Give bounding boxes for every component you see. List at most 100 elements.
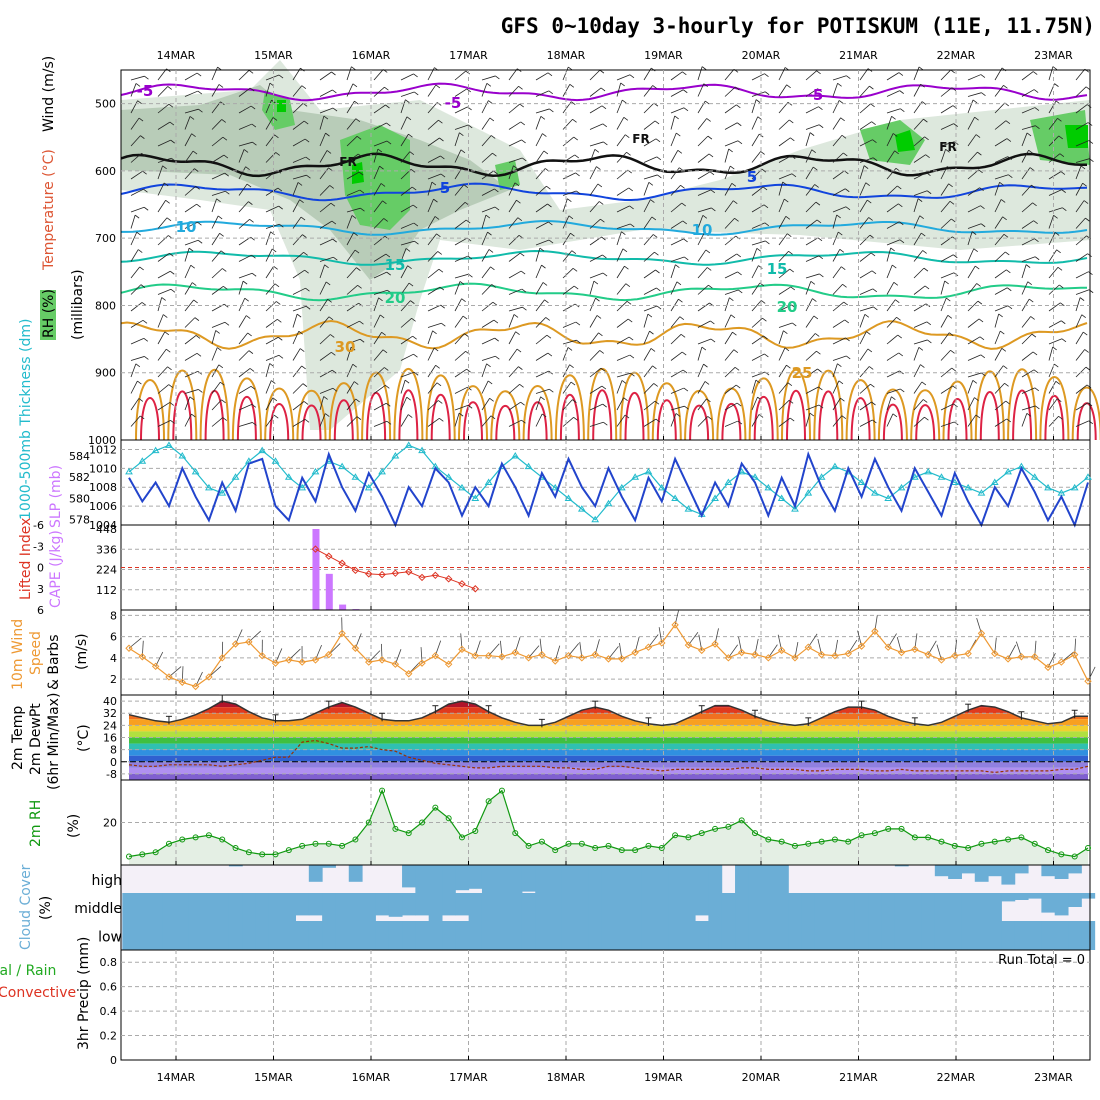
rh2m-point: [165, 840, 172, 847]
wind-barb-flag: [624, 414, 630, 419]
wind-barb: [589, 367, 602, 378]
wind-barb-flag: [922, 399, 928, 403]
wind-barb: [886, 396, 892, 411]
wind-barb: [346, 416, 358, 427]
wind-barb: [454, 88, 467, 97]
wind-barb-flag: [189, 396, 195, 401]
wind-barb: [913, 215, 921, 229]
wind-barb: [535, 317, 547, 328]
wind-barb-flag: [1001, 347, 1007, 352]
wind-barb: [886, 133, 894, 147]
wind-barb: [184, 150, 194, 163]
wind-barb: [832, 355, 847, 361]
wind-barb-flag: [708, 153, 714, 158]
rh2m-point: [552, 847, 559, 854]
wind-barb: [157, 314, 164, 328]
wind-barb-flag: [332, 387, 338, 392]
wind-barb-flag: [1005, 251, 1010, 256]
wind-barb: [481, 231, 488, 246]
cloud-bar: [322, 893, 336, 921]
cloud-bar: [188, 921, 203, 950]
wind-barb-flag: [1032, 351, 1038, 356]
wind-barb-flag: [142, 320, 148, 324]
wind-barb-flag: [413, 371, 419, 376]
wind-barb-flag: [1056, 249, 1061, 254]
wind-barb-flag: [789, 268, 794, 273]
wind-barb-flag: [678, 298, 683, 303]
wind-barb-flag: [1079, 297, 1085, 301]
wind-barb: [1021, 281, 1029, 295]
wind-barb-flag: [407, 265, 412, 269]
thickness-point: [724, 478, 733, 485]
wind-barb-flag: [168, 384, 173, 388]
wind-barb-flag: [873, 306, 878, 311]
ytick-thick: 584: [69, 450, 90, 463]
cloud-bar: [761, 921, 776, 950]
wind-barb-flag: [845, 188, 850, 193]
cloud-bar: [282, 921, 296, 950]
cloud-bar: [988, 921, 1002, 950]
wind-barb: [697, 189, 711, 196]
wind-barb-flag: [408, 133, 413, 138]
wind-barb-flag: [1006, 418, 1012, 423]
wind-barb-flag: [543, 150, 549, 155]
wind-barb: [184, 282, 193, 295]
wind-barb: [1048, 267, 1059, 279]
contour-35c: [463, 401, 483, 441]
wind-barb-flag: [865, 182, 870, 187]
rh2m-point: [432, 804, 439, 811]
wind-barb: [346, 364, 354, 378]
ytick-mb: 700: [95, 232, 116, 245]
wind-barb: [994, 418, 1007, 427]
rh2m-line: [128, 788, 1089, 858]
wind-barb-flag: [438, 268, 444, 273]
wind-barb: [292, 103, 304, 114]
wind-barb-flag: [1025, 264, 1031, 268]
wind-barb: [589, 183, 599, 196]
wind-barb-flag: [975, 134, 981, 138]
rh2m-point: [672, 832, 679, 839]
date-label-top: 15MAR: [254, 49, 293, 62]
thickness-point: [404, 441, 413, 448]
wind-barb: [913, 416, 925, 427]
wind-barb-flag: [328, 167, 333, 172]
wind-barb: [994, 287, 1008, 295]
wind-barb: [751, 204, 765, 213]
wind-barb-flag: [546, 185, 551, 190]
wind-barb: [535, 247, 541, 262]
wind-barb: [1021, 369, 1035, 378]
ylabel-precip-1: tal / Rain: [0, 963, 56, 979]
wind-barb-flag: [441, 322, 446, 327]
date-label-top: 17MAR: [449, 49, 488, 62]
wind-barb: [616, 152, 627, 163]
wind-barb-flag: [681, 202, 686, 207]
thickness-point: [910, 473, 919, 480]
wind-barb-flag: [196, 203, 201, 208]
wind-barb: [319, 71, 332, 81]
wind-barb-flag: [946, 297, 951, 302]
wind-barb-flag: [195, 335, 201, 339]
thickness-point: [591, 515, 600, 523]
wind-barb: [832, 83, 838, 97]
contour-30c: [942, 380, 973, 441]
wind-barb-flag: [161, 297, 166, 301]
wind-barb-flag: [629, 354, 635, 359]
cloud-bar: [268, 893, 283, 921]
wind-barb: [238, 201, 249, 213]
wind-barb-flag: [495, 75, 500, 80]
wind-barb: [157, 121, 171, 130]
wind10-point: [471, 651, 480, 660]
wind-barb-flag: [134, 214, 140, 219]
wind10-point: [484, 651, 493, 660]
wind-barb-flag: [359, 320, 364, 325]
wind-barb: [535, 413, 543, 427]
wind-barb: [751, 353, 765, 361]
cloud-bar: [588, 921, 603, 950]
wind-barb: [670, 256, 685, 262]
wind-barb-flag: [951, 367, 956, 372]
wind-barb: [616, 187, 629, 196]
wind10-barb: [488, 643, 500, 656]
ylabel-slp: SLP (mb): [48, 465, 64, 528]
wind-barb-flag: [975, 414, 981, 419]
